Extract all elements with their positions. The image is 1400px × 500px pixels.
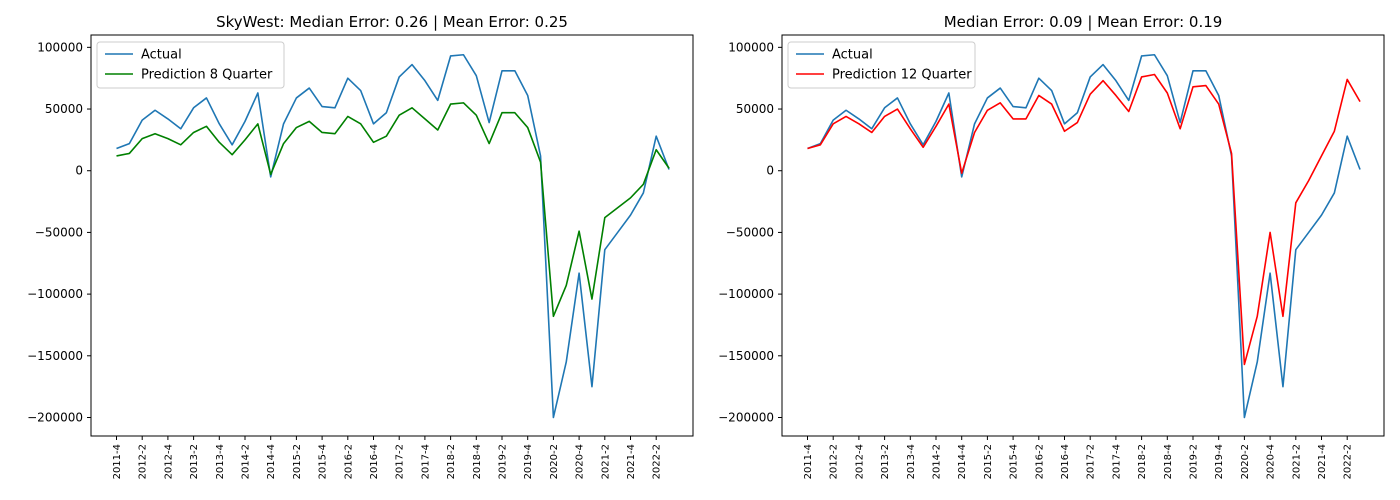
x-tick-label: 2021-2 (1291, 444, 1302, 479)
x-tick-label: 2020-4 (575, 444, 586, 479)
legend-label: Actual (141, 48, 182, 63)
chart-title: SkyWest: Median Error: 0.26 | Mean Error… (216, 13, 568, 31)
x-tick-label: 2021-2 (600, 444, 611, 479)
x-tick-label: 2022-2 (652, 444, 663, 479)
x-tick-label: 2013-2 (880, 444, 891, 479)
legend-label: Prediction 12 Quarter (832, 68, 972, 83)
x-tick-label: 2015-4 (1009, 444, 1020, 479)
x-tick-label: 2019-2 (1189, 444, 1200, 479)
x-tick-label: 2015-2 (983, 444, 994, 479)
x-tick-label: 2020-2 (549, 444, 560, 479)
x-tick-label: 2016-2 (1034, 444, 1045, 479)
x-tick-label: 2018-4 (1163, 444, 1174, 479)
x-tick-label: 2018-2 (446, 444, 457, 479)
series-line-prediction (116, 102, 670, 318)
x-tick-label: 2012-2 (138, 444, 149, 479)
y-tick-label: 0 (75, 164, 83, 178)
legend-label: Prediction 8 Quarter (141, 68, 273, 83)
x-tick-label: 2012-4 (854, 444, 865, 479)
x-tick-label: 2012-4 (163, 444, 174, 479)
y-tick-label: 100000 (728, 40, 774, 54)
x-tick-label: 2021-4 (1317, 444, 1328, 479)
y-tick-label: −100000 (718, 287, 774, 301)
x-tick-label: 2015-4 (318, 444, 329, 479)
x-tick-label: 2014-2 (241, 444, 252, 479)
x-tick-label: 2013-4 (906, 444, 917, 479)
x-tick-label: 2019-4 (523, 444, 534, 479)
y-tick-label: −200000 (718, 410, 774, 424)
x-tick-label: 2019-2 (498, 444, 509, 479)
y-tick-label: 100000 (37, 40, 83, 54)
x-tick-label: 2012-2 (829, 444, 840, 479)
legend-box (96, 41, 285, 89)
x-tick-label: 2017-2 (395, 444, 406, 479)
x-tick-label: 2019-4 (1214, 444, 1225, 479)
x-tick-label: 2020-4 (1266, 444, 1277, 479)
x-tick-label: 2020-2 (1240, 444, 1251, 479)
x-tick-label: 2011-4 (112, 444, 123, 479)
x-tick-label: 2018-2 (1137, 444, 1148, 479)
x-tick-label: 2015-2 (292, 444, 303, 479)
x-tick-label: 2016-4 (1060, 444, 1071, 479)
x-tick-label: 2016-2 (343, 444, 354, 479)
y-tick-label: 50000 (736, 102, 774, 116)
legend-box (787, 41, 976, 89)
x-tick-label: 2011-4 (803, 444, 814, 479)
x-tick-label: 2017-4 (1111, 444, 1122, 479)
x-tick-label: 2013-2 (189, 444, 200, 479)
axes-frame (781, 34, 1385, 437)
y-tick-label: −150000 (718, 349, 774, 363)
legend-label: Actual (832, 48, 873, 63)
x-tick-label: 2018-4 (472, 444, 483, 479)
chart-title: Median Error: 0.09 | Mean Error: 0.19 (944, 13, 1223, 31)
y-tick-label: −100000 (27, 287, 83, 301)
y-tick-label: −50000 (726, 225, 774, 239)
series-line-prediction (807, 73, 1361, 366)
chart-panel-right: Median Error: 0.09 | Mean Error: 0.19 100… (718, 13, 1385, 479)
y-tick-label: −150000 (27, 349, 83, 363)
x-tick-label: 2014-4 (957, 444, 968, 479)
series-line-actual (807, 53, 1361, 419)
x-tick-label: 2013-4 (215, 444, 226, 479)
chart-panel-left: SkyWest: Median Error: 0.26 | Mean Error… (27, 13, 694, 479)
x-tick-label: 2021-4 (626, 444, 637, 479)
y-tick-label: −50000 (35, 225, 83, 239)
axes-frame (90, 34, 694, 437)
x-tick-label: 2017-4 (420, 444, 431, 479)
x-tick-label: 2014-4 (266, 444, 277, 479)
x-tick-label: 2014-2 (932, 444, 943, 479)
x-tick-label: 2016-4 (369, 444, 380, 479)
y-tick-label: 0 (766, 164, 774, 178)
y-tick-label: −200000 (27, 410, 83, 424)
y-tick-label: 50000 (45, 102, 83, 116)
x-tick-label: 2022-2 (1343, 444, 1354, 479)
series-line-actual (116, 53, 670, 419)
x-tick-label: 2017-2 (1086, 444, 1097, 479)
